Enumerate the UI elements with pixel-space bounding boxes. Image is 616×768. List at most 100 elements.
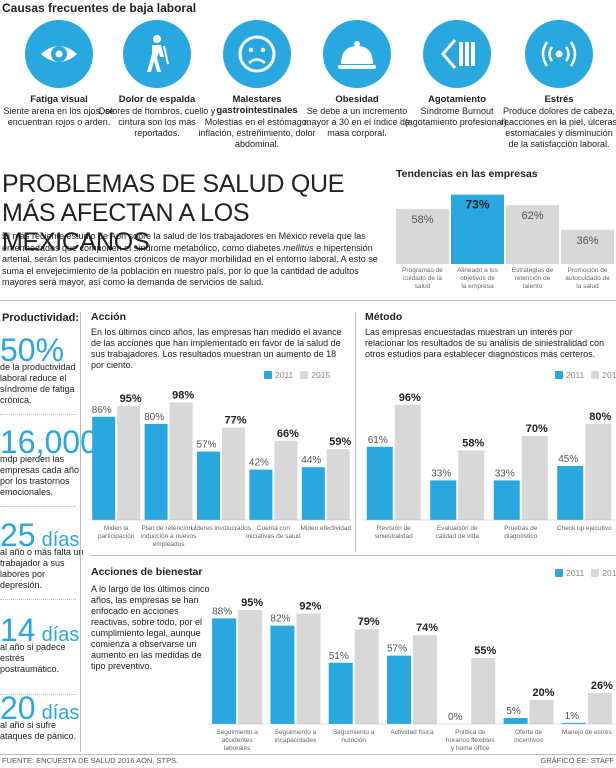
causes-title: Causas frecuentes de baja laboral [2,1,197,15]
bar-2011 [328,662,353,724]
cause-desc: Dolores de hombros, cuello y cintura son… [98,106,216,138]
value-label-2015: 79% [358,616,380,628]
bar-2015 [354,629,379,724]
legend-2015-swatch [591,371,600,379]
intro-part2: e hipertensión arterial, serán los padec… [2,242,378,288]
tendencias-category-label: Alineado a los objetivos de la empresa [457,267,499,290]
bar-2015 [471,658,496,724]
category-label: Miden la participación [98,525,135,540]
tendencias-chart: 58% Programas de cuidado de la salud 73% Alin… [396,194,614,290]
cause-name: Agotamiento [427,94,487,105]
value-label-2011: 5% [506,706,521,717]
bar-2015 [458,450,485,520]
category-label: Oferta de incentivos [514,729,544,744]
bar-2011 [212,618,237,724]
intro-italic: mellitus [283,242,314,253]
value-label-2011: 80% [144,412,164,423]
value-label-2015: 80% [589,411,611,423]
category-label: Revisión de siniestralidad [375,525,413,540]
bar-2015 [222,427,245,520]
column-divider [80,312,81,752]
metodo-title: Método [365,311,403,323]
stat-separator [0,694,76,695]
bienestar-chart: 88% 95% Seguimiento a accidentes laborales 82… [208,597,616,752]
tendencias-value-label: 58% [411,214,433,226]
stat-number: 16,000 [0,426,98,458]
value-label-2015: 95% [120,393,142,405]
tendencias-value-label: 73% [465,198,489,212]
bar-2011 [92,416,116,520]
tendencias-bar [451,194,504,264]
legend-2015-swatch [300,371,309,379]
category-label: Política de horarios flexibles y home offi… [446,729,496,752]
value-label-2015: 74% [416,622,438,634]
bar-2015 [587,692,612,724]
value-label-2011: 33% [431,468,451,479]
bar-2015 [521,436,548,520]
bar-2011 [387,655,411,724]
stat-number: 14 días [0,614,79,651]
category-label: Manejo de estrés [562,729,613,736]
stat-text: de la productividad laboral reduce el sí… [0,362,76,405]
bar-2011 [503,718,528,724]
legend-2011: 2011 [275,370,294,380]
battery-drain-icon [423,20,491,88]
eye-icon [25,20,93,88]
cause-name: Malestares gastrointestinales [216,94,298,116]
bar-2015 [274,440,298,520]
tendencias-category-label: Estrategias de retención de talento [512,267,554,290]
bar-2011 [366,446,393,520]
legend-2011-swatch [555,569,563,577]
accion-title: Acción [91,311,127,323]
stat-text: mdp pierden las empresas cada año por lo… [0,454,80,497]
signal-waves-icon [525,20,593,88]
legend-2011-swatch [264,371,272,379]
value-label-2011: 88% [212,606,232,617]
bar-2011 [493,480,520,520]
stat-text: al año si padece estrés postraumático. [0,642,66,674]
cause-5: Agotamiento Síndrome Burnout (agotamiento… [398,20,516,128]
bar-2011 [430,480,457,520]
tendencias-category-label: Promoción de autocuidado de la salud [565,267,610,290]
legend-2011: 2011 [566,370,585,380]
tendencias-title: Tendencias en las empresas [396,168,538,180]
value-label-2015: 70% [526,423,548,435]
value-label-2015: 95% [241,597,263,609]
category-label: Evaluación de calidad de vida [436,525,480,540]
legend-2011-swatch [555,371,563,379]
legend-2015: 2015 [602,370,616,380]
cause-name: Obesidad [335,94,379,105]
footer-credit: GRÁFICO EE: STAFF [540,756,614,765]
value-label-2015: 92% [299,601,321,613]
value-label-2011: 61% [368,435,388,446]
cause-desc: Síndrome Burnout (agotamiento profesiona… [404,106,510,127]
bar-2015 [529,700,554,724]
sad-face-icon [223,20,291,88]
intro-part1: El más reciente estudio de Aon sobre la … [2,231,366,253]
accion-legend: 2011 2015 [264,370,330,380]
stat-value: 14 [0,612,36,648]
stat-separator [0,599,76,600]
value-label-2015: 26% [591,680,613,692]
tendencias-value-label: 36% [576,235,598,247]
category-label: Plan de retención / inducción a nuevos emp… [141,525,197,548]
stat-unit: días [41,624,80,646]
bar-2015 [394,404,421,520]
bar-2011 [270,625,295,724]
stat-value: 16,000 [0,424,98,460]
accion-chart: 86% 95% Miden la participación 80% 98% Plan de… [90,389,352,548]
cause-desc: Molestias en el estómago, inflación, est… [198,117,316,149]
bar-2015 [326,449,350,520]
category-label: Seguimiento a nutrición [333,729,375,744]
legend-2015-swatch [591,569,600,577]
value-label-2011: 57% [196,440,216,451]
category-label: Pruebas de diagnóstico [504,525,538,540]
value-label-2011: 51% [329,651,349,662]
tendencias-bar [396,208,449,264]
bar-2011 [557,466,584,520]
cause-desc: Siente arena en los ojos, se encuentran … [3,106,115,127]
bar-2011 [249,469,273,520]
footer-source: FUENTE: ENCUESTA DE SALUD 2016 AON, STPS… [2,756,179,765]
legend-2015: 2015 [311,370,331,380]
value-label-2015: 20% [533,687,555,699]
